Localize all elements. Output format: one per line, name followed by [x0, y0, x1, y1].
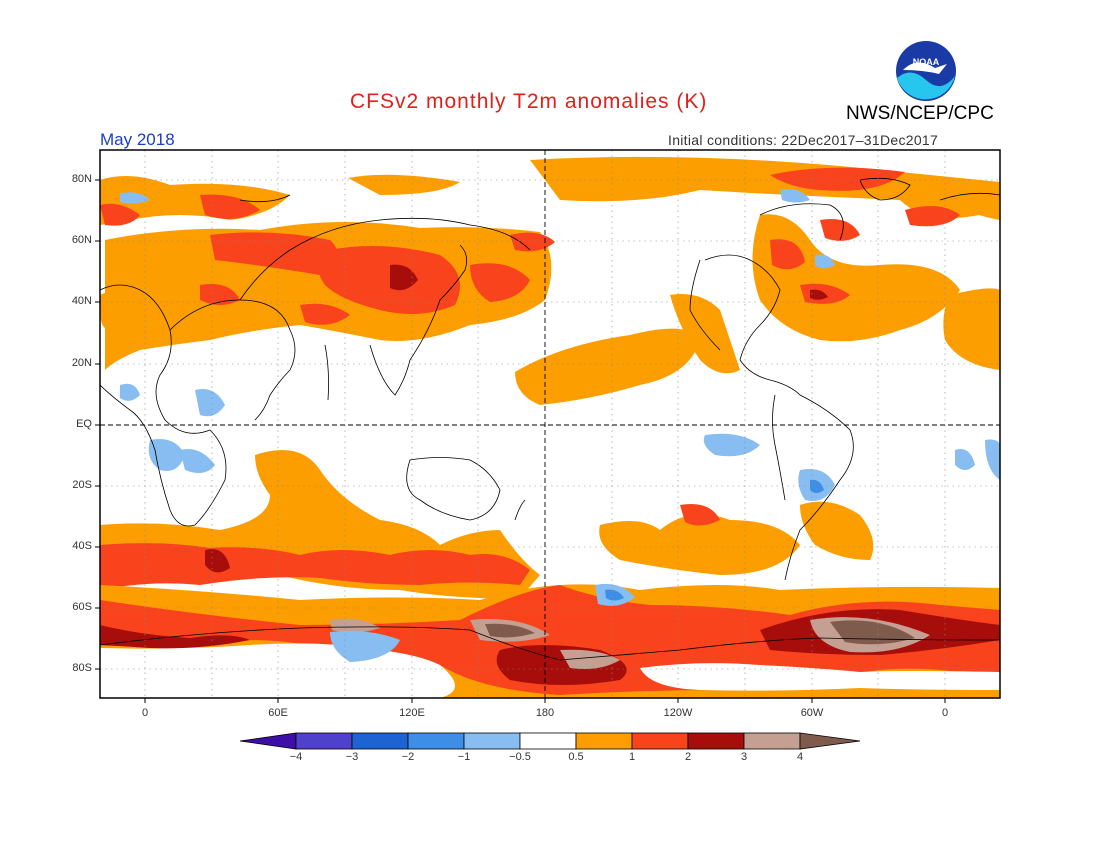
axis-ticks	[95, 179, 946, 703]
lat-label: 60N	[71, 234, 92, 246]
anomaly-region	[770, 167, 905, 191]
colorbar-swatch	[519, 732, 577, 750]
lon-label: 60E	[268, 707, 288, 719]
anomaly-region	[120, 383, 140, 401]
lon-label: 60W	[800, 707, 824, 719]
anomaly-region	[830, 620, 915, 645]
colorbar-label: −3	[345, 751, 359, 763]
anomaly-region	[515, 328, 700, 405]
colorbar-label: 0.5	[568, 751, 584, 763]
map-grid	[100, 150, 1000, 698]
anomaly-region	[330, 631, 400, 662]
anomaly-region	[318, 246, 460, 314]
lat-label: 20S	[72, 479, 92, 491]
anomaly-region	[200, 284, 240, 305]
lon-label: 180	[535, 707, 555, 719]
anomaly-region	[703, 433, 760, 457]
anomaly-region	[205, 549, 230, 573]
colorbar-swatch	[351, 732, 409, 750]
anomaly-region	[330, 618, 380, 633]
anomaly-region	[905, 206, 960, 227]
anomaly-region	[120, 192, 150, 204]
reference-lines	[100, 150, 1000, 698]
antarctic-white	[640, 663, 1000, 691]
lat-label: EQ	[76, 418, 92, 430]
anomaly-region	[510, 232, 555, 252]
anomaly-region	[390, 264, 418, 291]
colorbar-swatch	[631, 732, 689, 750]
agency-label: NWS/NCEP/CPC	[846, 103, 994, 124]
lon-label: 120E	[399, 707, 425, 719]
anomaly-region	[599, 514, 800, 575]
noaa-logo-text: NOAA	[913, 57, 940, 67]
anomaly-region	[195, 389, 225, 417]
lat-label: 60S	[72, 601, 92, 613]
anomaly-shading	[100, 150, 1000, 698]
colorbar-swatch	[239, 732, 297, 750]
colorbar-swatch	[799, 732, 861, 750]
lon-label: 120W	[663, 707, 693, 719]
colorbar-label: 3	[740, 751, 748, 763]
anomaly-region	[752, 214, 960, 342]
colorbar-label: 4	[796, 751, 804, 763]
colorbar-label: −1	[457, 751, 471, 763]
colorbar-label: 1	[628, 751, 636, 763]
anomaly-region	[815, 254, 835, 269]
colorbar-label: −0.5	[509, 751, 531, 763]
anomaly-region	[780, 189, 810, 203]
anomaly-region	[985, 439, 1000, 480]
anomaly-region	[180, 449, 215, 474]
colorbar-swatch	[743, 732, 801, 750]
colorbar-swatch	[407, 732, 465, 750]
colorbar-label: 2	[684, 751, 692, 763]
anomaly-region	[560, 649, 620, 669]
lat-label: 80S	[72, 662, 92, 674]
anomaly-region	[820, 219, 860, 241]
anomaly-region	[800, 501, 874, 560]
anomaly-region	[680, 504, 720, 526]
lat-label: 40N	[71, 295, 92, 307]
lat-label: 80N	[71, 173, 92, 185]
anomaly-region	[100, 291, 140, 330]
anomaly-region	[300, 303, 350, 325]
colorbar-swatch	[295, 732, 353, 750]
colorbar	[239, 732, 861, 750]
colorbar-swatch	[687, 732, 745, 750]
map-frame	[99, 149, 1001, 699]
colorbar-swatch	[575, 732, 633, 750]
initial-conditions: Initial conditions: 22Dec2017–31Dec2017	[668, 132, 939, 148]
noaa-logo-icon: NOAA	[896, 41, 956, 101]
anomaly-region	[950, 182, 1000, 220]
lon-label: 0	[941, 707, 949, 719]
lat-label: 40S	[72, 540, 92, 552]
anomaly-region	[605, 589, 624, 601]
anomaly-region	[470, 263, 530, 302]
anomaly-region	[810, 289, 828, 300]
colorbar-label: −4	[289, 751, 303, 763]
colorbar-label: −2	[401, 751, 415, 763]
anomaly-region	[810, 479, 824, 493]
coastlines	[100, 177, 1000, 661]
map-title: CFSv2 monthly T2m anomalies (K)	[350, 90, 708, 113]
lat-label: 20N	[71, 357, 92, 369]
colorbar-swatch	[463, 732, 521, 750]
anomaly-region	[100, 625, 250, 649]
lon-label: 0	[141, 707, 149, 719]
anomaly-region	[148, 439, 185, 471]
anomaly-region	[210, 232, 338, 275]
anomaly-region	[955, 449, 975, 470]
anomaly-region	[770, 239, 805, 270]
forecast-month: May 2018	[100, 130, 175, 149]
anomaly-region	[943, 288, 1000, 370]
anomaly-region	[485, 623, 535, 638]
anomaly-region	[100, 203, 140, 226]
